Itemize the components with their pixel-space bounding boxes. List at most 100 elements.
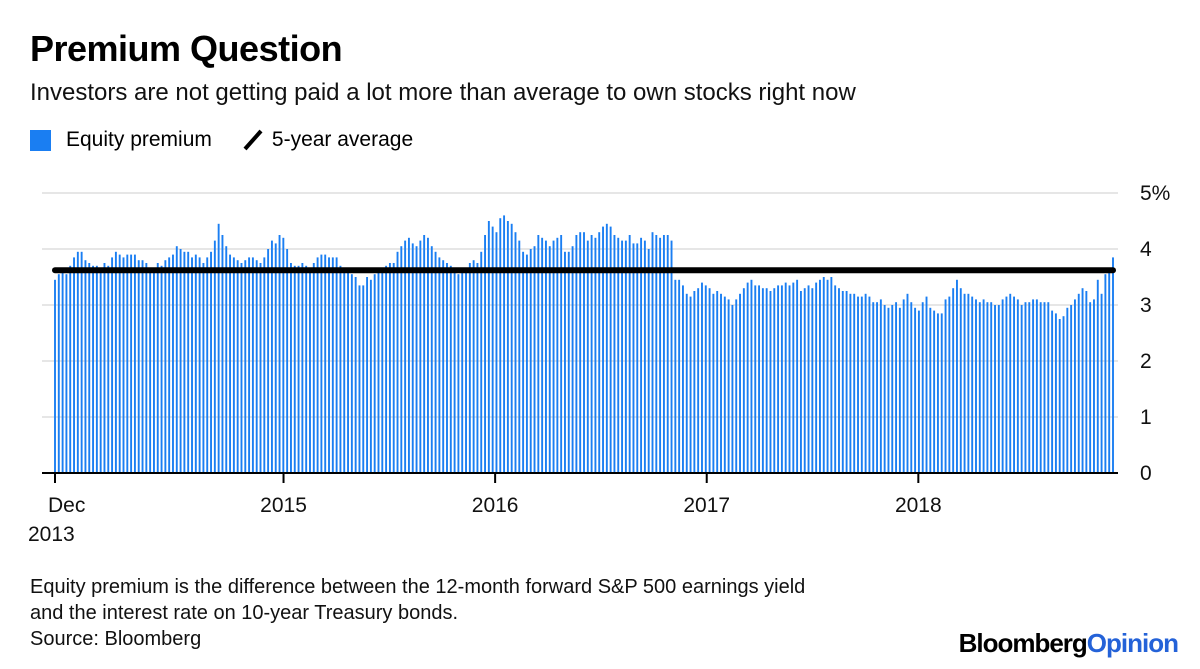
bar — [887, 307, 890, 473]
bar — [133, 254, 136, 473]
bar — [88, 263, 91, 473]
bar — [461, 271, 464, 473]
bar — [670, 240, 673, 473]
bar — [898, 307, 901, 473]
bar — [1035, 299, 1038, 473]
bar — [1085, 291, 1088, 473]
bar — [130, 254, 133, 473]
bar — [826, 279, 829, 473]
bar — [103, 263, 106, 473]
bar — [217, 223, 220, 473]
bar — [838, 288, 840, 473]
bar — [57, 274, 60, 473]
brand-logo: BloombergOpinion — [959, 628, 1179, 659]
bar — [156, 263, 159, 473]
bar — [1066, 307, 1069, 473]
x-tick-sublabel: 2013 — [28, 523, 75, 546]
bar — [244, 260, 247, 473]
bar — [457, 274, 460, 473]
bar — [594, 237, 597, 473]
bar — [906, 293, 909, 473]
y-tick-label: 5% — [1140, 182, 1170, 205]
y-tick-label: 1 — [1140, 406, 1152, 429]
bar — [666, 235, 669, 473]
bar — [362, 285, 365, 473]
bar — [746, 282, 749, 473]
bar — [255, 260, 258, 473]
bar — [407, 237, 410, 473]
bar — [708, 288, 711, 473]
bar — [761, 288, 764, 473]
bar — [788, 285, 791, 473]
bar — [270, 240, 273, 473]
bar — [491, 226, 494, 473]
bar — [1058, 319, 1061, 473]
bar — [145, 263, 148, 473]
bar — [225, 246, 228, 473]
bar — [567, 251, 570, 473]
bar — [1108, 271, 1111, 473]
legend: Equity premium 5-year average — [30, 128, 443, 152]
bar — [727, 299, 730, 473]
legend-label-equity: Equity premium — [66, 128, 212, 151]
bar — [278, 235, 281, 473]
bar — [819, 279, 821, 473]
bar — [415, 246, 418, 473]
bar — [316, 257, 319, 473]
bar — [552, 240, 555, 473]
bar — [358, 285, 361, 473]
bar — [944, 299, 947, 473]
y-tick-label: 0 — [1140, 462, 1152, 485]
bar — [335, 257, 338, 473]
bar — [678, 279, 681, 473]
bar — [187, 251, 190, 473]
bar — [537, 235, 540, 473]
bar — [183, 251, 186, 473]
bar — [769, 291, 772, 473]
bar — [510, 223, 513, 473]
bar — [1100, 293, 1103, 473]
bar — [883, 305, 886, 473]
bar — [328, 257, 330, 473]
legend-line-icon — [243, 129, 263, 151]
bar — [1081, 288, 1084, 473]
bar — [701, 282, 703, 473]
bar — [857, 296, 859, 473]
bar — [936, 313, 939, 473]
bar — [126, 254, 129, 473]
bar — [61, 271, 64, 473]
bar — [780, 285, 783, 473]
bar — [704, 285, 707, 473]
bar — [655, 235, 658, 473]
bar — [963, 293, 966, 473]
bar — [834, 285, 837, 473]
bar — [895, 302, 898, 473]
bar — [1093, 299, 1095, 473]
bar — [742, 288, 745, 473]
bar — [571, 246, 574, 473]
bar — [95, 265, 98, 473]
bar — [518, 240, 521, 473]
bar — [956, 279, 958, 473]
bar — [575, 235, 578, 473]
bar — [172, 254, 174, 473]
bar — [917, 310, 920, 473]
bar — [720, 293, 722, 473]
bar — [297, 265, 300, 473]
bar — [499, 218, 502, 473]
bar — [548, 246, 551, 473]
bar — [872, 302, 875, 473]
x-tick-label: 2015 — [260, 494, 307, 517]
bar — [948, 296, 951, 473]
chart-subtitle: Investors are not getting paid a lot mor… — [30, 79, 856, 106]
bar — [1104, 274, 1107, 473]
bar — [647, 249, 650, 473]
bar — [248, 257, 251, 473]
bar — [758, 285, 761, 473]
bar — [229, 254, 232, 473]
bar — [400, 246, 403, 473]
bar — [1112, 257, 1114, 473]
bar — [449, 265, 452, 473]
bar — [514, 232, 517, 473]
x-tick-label: Dec — [48, 494, 85, 517]
